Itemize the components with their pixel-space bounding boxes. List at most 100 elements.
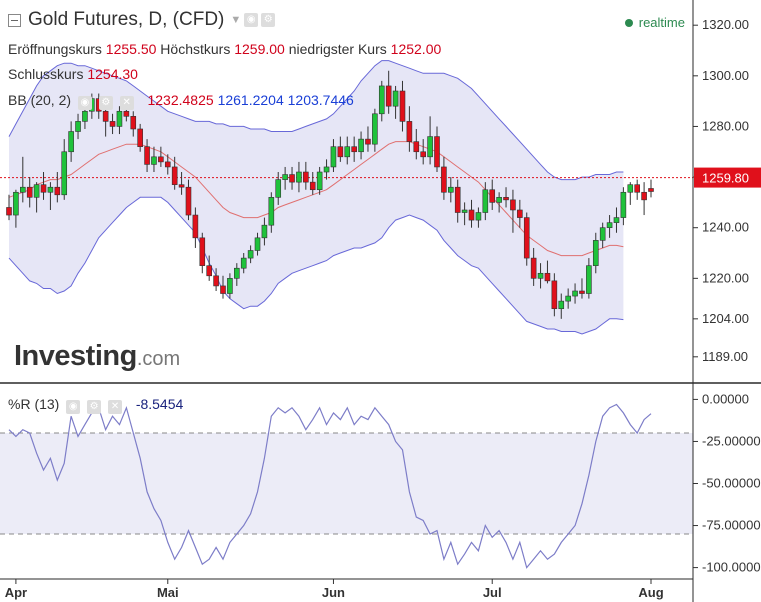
eye-icon[interactable]: ◉ (66, 400, 81, 414)
candle[interactable] (565, 288, 571, 309)
candle[interactable] (468, 199, 475, 228)
gear-icon[interactable]: ⚙ (98, 96, 113, 110)
candle[interactable] (551, 273, 558, 317)
candle[interactable] (178, 172, 185, 195)
candle[interactable] (240, 253, 247, 274)
candle[interactable] (26, 177, 33, 208)
candle[interactable] (213, 268, 219, 291)
close-icon[interactable]: ✕ (108, 400, 123, 414)
candle[interactable] (537, 263, 544, 289)
gear-icon[interactable]: ⚙ (87, 400, 102, 414)
candle[interactable] (503, 187, 509, 208)
wr-legend[interactable]: %R (13) ◉ ⚙ ✕ -8.5454 (8, 396, 183, 414)
candle[interactable] (268, 192, 275, 233)
candle[interactable] (510, 189, 516, 233)
candle[interactable] (199, 232, 206, 274)
candle[interactable] (496, 192, 502, 213)
candle[interactable] (309, 172, 316, 195)
candle[interactable] (448, 177, 454, 203)
candle[interactable] (530, 247, 537, 286)
candle[interactable] (544, 260, 551, 284)
candle[interactable] (116, 106, 123, 135)
candle[interactable] (6, 194, 12, 221)
candle[interactable] (344, 136, 351, 165)
bb-legend[interactable]: BB (20, 2) ◉ ⚙ ✕ 1232.4825 1261.2204 120… (8, 92, 354, 110)
candle[interactable] (441, 156, 447, 200)
candle[interactable] (40, 172, 47, 200)
candle[interactable] (523, 212, 530, 266)
candle[interactable] (613, 207, 620, 233)
candle[interactable] (634, 179, 640, 200)
candle[interactable] (358, 131, 364, 160)
candle[interactable] (572, 283, 578, 304)
candle[interactable] (185, 179, 192, 221)
caret-down-icon[interactable]: ▼ (230, 14, 242, 26)
candle[interactable] (489, 179, 496, 210)
candle[interactable] (641, 182, 647, 216)
candle[interactable] (392, 85, 399, 119)
candle[interactable] (164, 154, 171, 175)
close-icon[interactable]: ✕ (119, 96, 134, 110)
candle[interactable] (130, 111, 137, 137)
candle[interactable] (351, 136, 357, 162)
candle[interactable] (206, 255, 212, 281)
chart-title[interactable]: Gold Futures, D, (CFD) ▼ ◉ ⚙ (8, 9, 276, 31)
candle[interactable] (137, 123, 143, 152)
candle[interactable] (413, 128, 420, 160)
candle[interactable] (158, 146, 164, 167)
candle[interactable] (275, 172, 282, 205)
candle[interactable] (599, 222, 606, 248)
candle[interactable] (385, 70, 392, 114)
eye-icon[interactable]: ◉ (77, 96, 92, 110)
candle[interactable] (399, 80, 406, 132)
candle[interactable] (234, 263, 240, 286)
eye-icon[interactable]: ◉ (244, 13, 259, 27)
candle[interactable] (420, 139, 426, 165)
candle[interactable] (558, 293, 565, 319)
candle[interactable] (289, 166, 295, 190)
candle[interactable] (296, 161, 302, 193)
candle[interactable] (406, 106, 413, 152)
candle[interactable] (648, 179, 654, 198)
candle[interactable] (75, 113, 81, 140)
candle[interactable] (282, 166, 288, 190)
candle[interactable] (316, 166, 323, 195)
candle[interactable] (54, 172, 61, 203)
candle[interactable] (192, 207, 199, 248)
candle[interactable] (461, 202, 468, 226)
candle[interactable] (620, 187, 627, 226)
candle[interactable] (627, 182, 634, 205)
candle[interactable] (47, 182, 54, 210)
candle[interactable] (144, 139, 150, 173)
candle[interactable] (337, 136, 344, 162)
candle[interactable] (323, 159, 330, 180)
candle[interactable] (13, 189, 19, 228)
candle[interactable] (606, 215, 613, 238)
candle[interactable] (517, 199, 523, 228)
candle[interactable] (303, 161, 309, 190)
candle[interactable] (171, 156, 178, 190)
candle[interactable] (102, 106, 109, 137)
candle[interactable] (109, 113, 116, 135)
collapse-icon[interactable] (8, 13, 21, 27)
candle[interactable] (372, 108, 378, 152)
candle[interactable] (254, 232, 261, 256)
candle[interactable] (434, 126, 440, 173)
candle[interactable] (378, 80, 385, 122)
williams-r-panel[interactable] (0, 403, 693, 569)
candle[interactable] (33, 182, 40, 213)
candle[interactable] (220, 275, 226, 299)
candle[interactable] (20, 156, 26, 203)
candle[interactable] (454, 179, 461, 223)
candle[interactable] (475, 207, 482, 228)
candle[interactable] (427, 116, 433, 165)
candle[interactable] (586, 258, 592, 299)
candle[interactable] (261, 217, 268, 246)
candle[interactable] (330, 139, 337, 173)
candle[interactable] (365, 126, 371, 152)
candle[interactable] (579, 278, 585, 299)
candles[interactable] (6, 70, 654, 319)
candle[interactable] (592, 232, 599, 274)
candle[interactable] (247, 245, 254, 264)
